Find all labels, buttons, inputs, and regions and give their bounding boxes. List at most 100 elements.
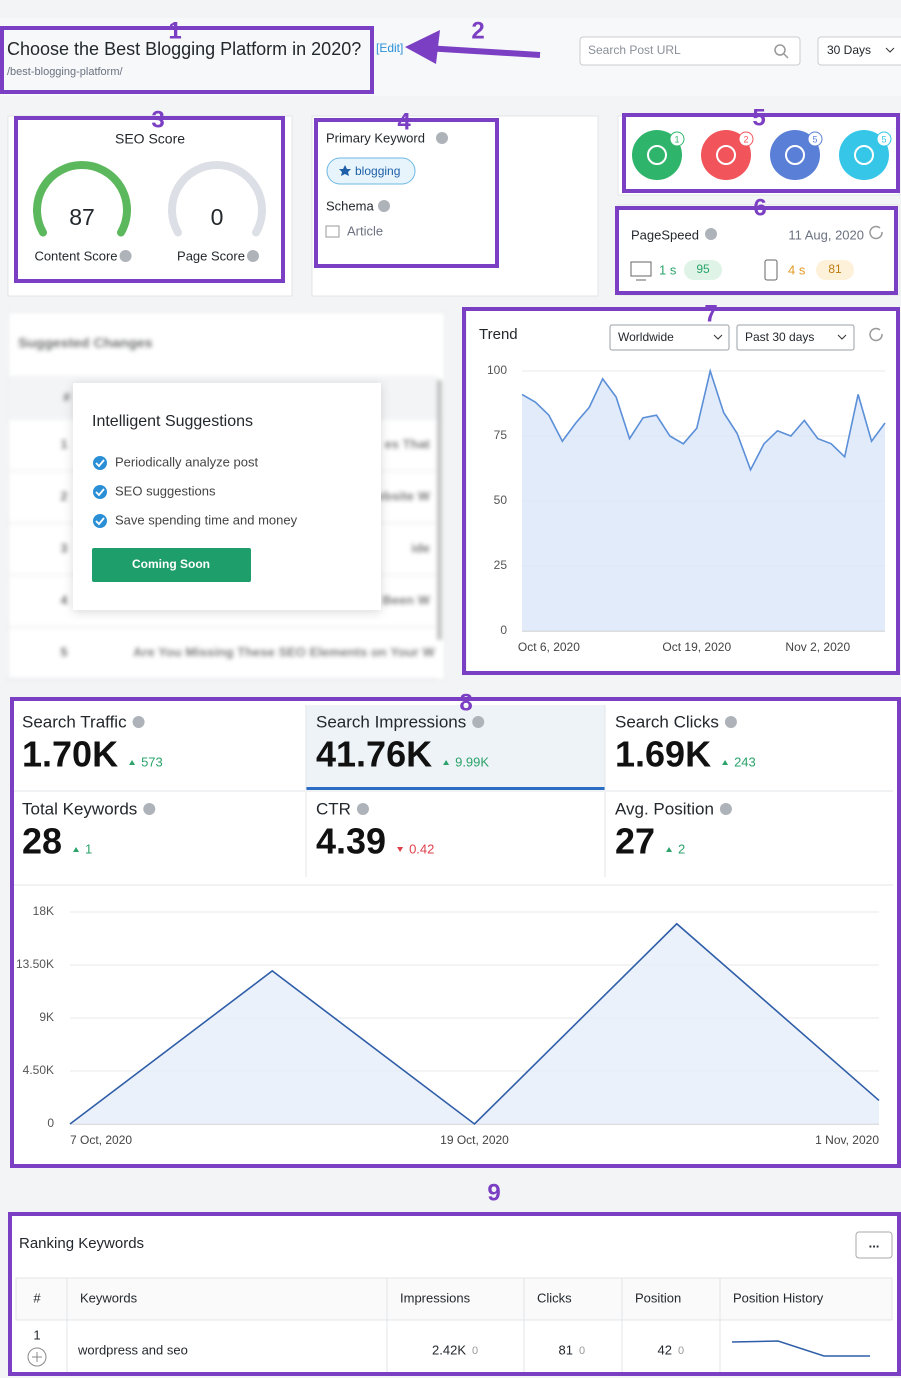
refresh-icon[interactable] xyxy=(869,327,883,342)
annotation-number: 1 xyxy=(168,17,181,44)
check-icon xyxy=(93,456,107,470)
menu-label: ... xyxy=(869,1235,880,1250)
stat-name: Search Impressions xyxy=(316,712,466,731)
search-box[interactable] xyxy=(579,36,801,66)
annotation-box xyxy=(0,26,374,94)
star-icon xyxy=(339,165,351,176)
chevron xyxy=(713,334,723,340)
help-icon xyxy=(356,803,369,815)
help-icon xyxy=(436,132,448,144)
expand-icon[interactable] xyxy=(27,1347,47,1367)
position-sparkline xyxy=(731,1340,870,1357)
mobile-icon xyxy=(764,259,778,281)
stat-name: Search Clicks xyxy=(615,712,719,731)
help-icon xyxy=(132,716,145,728)
post-title: Choose the Best Blogging Platform in 202… xyxy=(7,39,361,59)
help-icon xyxy=(472,716,485,728)
help-icon xyxy=(719,803,732,815)
pagespeed-card xyxy=(617,204,900,296)
x-tick-label: Oct 19, 2020 xyxy=(662,640,731,654)
help-icon xyxy=(705,228,717,240)
stat-value: 1.70K xyxy=(22,734,118,775)
column-header: Impressions xyxy=(400,1290,471,1305)
coming-soon-button[interactable] xyxy=(92,548,251,582)
y-tick-label: 4.50K xyxy=(23,1063,54,1077)
stat-change: 9.99K xyxy=(455,754,489,769)
cell-value: 81 xyxy=(559,1342,573,1357)
menu-button[interactable] xyxy=(855,1231,893,1259)
help-icon xyxy=(143,803,156,815)
check-icon xyxy=(95,488,105,497)
badge-count: 1 xyxy=(674,134,679,144)
keyword: wordpress and seo xyxy=(77,1342,188,1357)
gauge-value: 87 xyxy=(69,204,95,230)
y-tick-label: 13.50K xyxy=(16,957,54,971)
stat-name: Total Keywords xyxy=(22,799,137,818)
mobile-time: 4 s xyxy=(788,262,806,277)
seo-title: SEO Score xyxy=(115,131,185,147)
change-arrow xyxy=(443,760,450,765)
range-label: 30 Days xyxy=(827,43,871,57)
chevron xyxy=(837,334,847,340)
help-icon xyxy=(724,716,737,728)
stat-change: 573 xyxy=(141,754,163,769)
stat-name: Avg. Position xyxy=(615,799,714,818)
popup-title: Intelligent Suggestions xyxy=(92,413,253,430)
badge-icon xyxy=(854,145,874,165)
trend-title: Trend xyxy=(479,326,518,343)
annotation-box xyxy=(10,697,901,1168)
badge-count: 5 xyxy=(881,134,886,144)
row-text: Are You Missing These SEO Elements on Yo… xyxy=(133,644,435,659)
y-tick-label: 75 xyxy=(494,428,508,442)
post-url[interactable]: /best-blogging-platform/ xyxy=(7,66,124,78)
x-tick-label: 7 Oct, 2020 xyxy=(70,1133,132,1147)
annotation-box xyxy=(462,307,900,675)
search-icon xyxy=(783,53,789,59)
y-tick-label: 0 xyxy=(47,1116,54,1130)
stat-change: 243 xyxy=(734,754,756,769)
popup-item: Save spending time and money xyxy=(115,512,298,527)
annotation-arrow xyxy=(424,45,541,58)
stat-value: 4.39 xyxy=(316,821,386,862)
filter-select[interactable] xyxy=(609,324,730,351)
range-select[interactable] xyxy=(817,36,901,66)
mobile-score: 81 xyxy=(828,262,842,276)
badge-icon xyxy=(785,145,805,165)
annotation-number: 2 xyxy=(471,17,484,44)
x-tick-label: 19 Oct, 2020 xyxy=(440,1133,509,1147)
desktop-icon xyxy=(630,261,652,277)
edit-link[interactable]: [Edit] xyxy=(376,41,403,55)
annotation-box xyxy=(14,116,285,283)
search-placeholder: Search Post URL xyxy=(588,43,681,57)
row-number: 3 xyxy=(60,540,67,555)
stat-name: CTR xyxy=(316,799,351,818)
annotation-number: 5 xyxy=(752,104,765,131)
filter-select[interactable] xyxy=(736,324,855,351)
stat-change: 1 xyxy=(85,841,92,856)
chevron xyxy=(885,47,895,53)
seo-card xyxy=(7,115,293,297)
stat-name: Search Traffic xyxy=(22,712,127,731)
badge-count: 2 xyxy=(743,134,748,144)
area xyxy=(70,923,879,1124)
annotation-box xyxy=(622,113,900,193)
y-tick-label: 50 xyxy=(494,493,508,507)
row-number: 1 xyxy=(33,1327,40,1342)
change-arrow xyxy=(73,847,80,852)
pagespeed-label: PageSpeed xyxy=(631,227,699,242)
schema-label: Schema xyxy=(326,198,374,213)
change-arrow xyxy=(666,847,673,852)
refresh-icon[interactable] xyxy=(869,225,883,240)
row-number: 1 xyxy=(60,436,67,451)
annotation-number: 3 xyxy=(151,106,164,133)
column-header: Keywords xyxy=(80,1290,138,1305)
suggestions-title: Suggested Changes xyxy=(18,335,153,351)
change-arrow xyxy=(129,760,136,765)
y-tick-label: 100 xyxy=(487,363,507,377)
y-tick-label: 25 xyxy=(494,558,508,572)
badge xyxy=(632,130,682,180)
stat-value: 27 xyxy=(615,821,655,862)
badge xyxy=(839,130,889,180)
stat-value: 1.69K xyxy=(615,734,711,775)
schema-icon xyxy=(325,225,340,238)
